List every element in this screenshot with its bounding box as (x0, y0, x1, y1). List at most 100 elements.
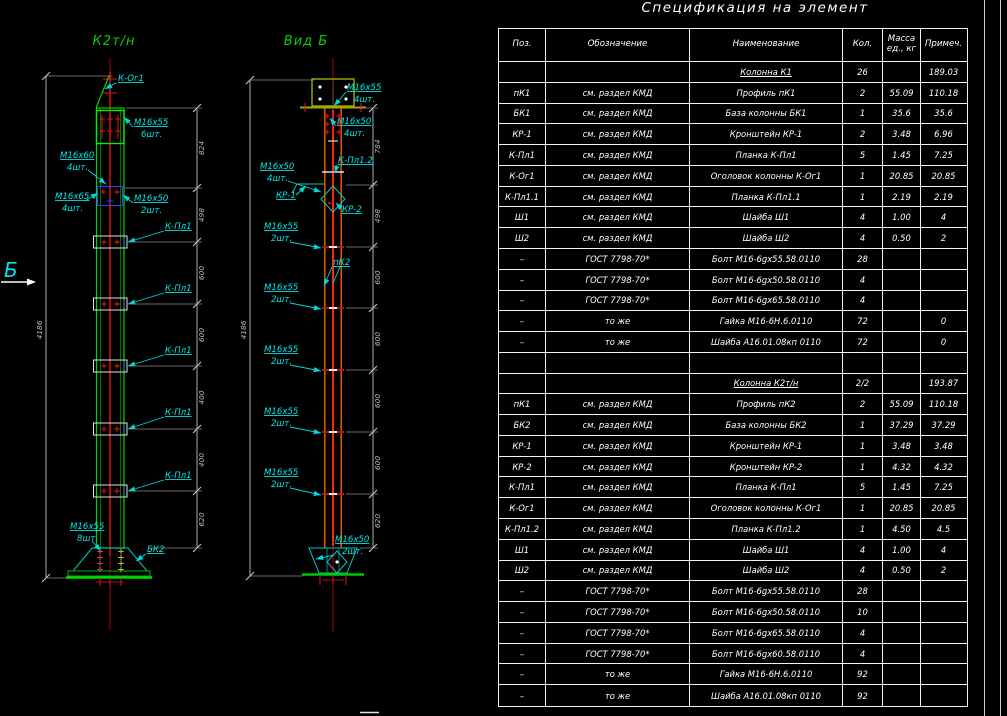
drawing-title: Вид Б (284, 34, 328, 49)
callout-qty: 2шт. (271, 357, 292, 367)
table-row: Ш1 см. раздел КМД Шайба Ш1 4 1.00 4 (499, 539, 967, 561)
table-cell: 4 (843, 539, 883, 560)
table-cell: см. раздел КМД (546, 207, 690, 228)
callout-qty: 4шт. (67, 163, 88, 173)
table-cell: 72 (843, 332, 883, 352)
callout-qty: 8шт. (77, 534, 98, 544)
table-cell: 20.85 (931, 503, 956, 514)
table-cell: 3.48 (883, 124, 921, 145)
table-cell (883, 664, 921, 685)
table-cell (883, 373, 921, 394)
table-cell: Кронштейн КР-1 (690, 124, 843, 145)
table-cell: Оголовок колонны К-Ог1 (690, 165, 843, 186)
table-cell: 28 (843, 581, 883, 602)
table-cell: ГОСТ 7798-70* (546, 290, 690, 311)
table-cell: см. раздел КМД (546, 228, 690, 248)
callout-label: М16х50 (337, 117, 372, 127)
callout-label: М16х60 (60, 151, 95, 161)
table-cell: КР-2 (499, 456, 546, 477)
table-cell: – (499, 664, 546, 685)
table-cell: 1 (843, 103, 883, 124)
table-cell: Болт М16-6gх50.58.0110 (690, 602, 843, 622)
callout-qty: 4шт. (344, 129, 365, 139)
table-row: – то же Шайба А16.01.08кп 0110 92 (499, 685, 967, 706)
dim-value: 400 (197, 453, 206, 467)
table-cell: 92 (843, 685, 883, 706)
table-cell: см. раздел КМД (546, 456, 690, 477)
column-view-b: Вид Б (239, 34, 382, 632)
table-row: К-Пл1.2 см. раздел КМД Планка К-Пл1.2 1 4.50… (499, 519, 967, 540)
table-cell: Планка К-Пл1.1 (690, 186, 843, 207)
table-cell: 20.85 (883, 165, 921, 186)
table-cell (546, 62, 690, 82)
table-cell: Шайба А16.01.08кп 0110 (690, 332, 843, 352)
table-cell: см. раздел КМД (546, 539, 690, 560)
table-cell: К-Ог1 (499, 498, 546, 519)
table-cell: см. раздел КМД (546, 560, 690, 581)
table-cell: Гайка М16-6Н.6.0110 (690, 311, 843, 332)
callout-qty: 2шт. (271, 295, 292, 305)
callout-label: М16х50 (335, 535, 370, 545)
col-header-qty: Кол. (843, 29, 883, 61)
table-cell: 35.6 (883, 103, 921, 124)
table-cell: Болт М16-6gх55.58.0110 (690, 248, 843, 269)
table-cell: Планка К-Пл1.2 (690, 519, 843, 539)
table-cell (883, 602, 921, 622)
table-cell: 2.19 (883, 186, 921, 207)
table-cell: К-Пл1.1 (499, 186, 546, 207)
dim-value: 620 (373, 514, 382, 528)
table-row: Колонна К2т/н 2/2 193.87 (499, 373, 967, 395)
base-bracket (326, 550, 348, 574)
table-cell: см. раздел КМД (546, 103, 690, 124)
table-cell: 193.87 (928, 378, 959, 389)
table-cell: – (499, 332, 546, 352)
table-row: – ГОСТ 7798-70* Болт М16-6gх65.58.0110 4 (499, 290, 967, 312)
table-cell: то же (546, 685, 690, 706)
table-row: – ГОСТ 7798-70* Болт М16-6gх55.58.0110 28 (499, 581, 967, 603)
callout-label: М16х55 (264, 345, 298, 355)
table-row: К-Ог1 см. раздел КМД Оголовок колонны К-Ог… (499, 498, 967, 520)
table-cell: см. раздел КМД (546, 145, 690, 165)
table-cell: 10 (843, 602, 883, 622)
table-cell (921, 664, 966, 684)
column-view-k2tn: К2т/н К-Ог (35, 34, 206, 630)
table-cell: 1.00 (883, 539, 921, 560)
callout-label: М16х55 (264, 283, 298, 293)
bracket-kr2 (320, 185, 346, 213)
table-cell (883, 643, 921, 664)
table-cell: 4 (940, 212, 947, 223)
table-cell: 20.85 (883, 498, 921, 519)
table-cell: 4.5 (936, 523, 951, 534)
table-row: пК1 см. раздел КМД Профиль пК2 2 55.09 110.18 (499, 394, 967, 416)
table-cell: 2 (843, 82, 883, 103)
callout-qty: 2шт. (141, 206, 162, 216)
table-cell: Шайба Ш2 (690, 560, 843, 581)
table-cell: Шайба Ш1 (690, 207, 843, 228)
callout-label: К-Пл1 (165, 346, 192, 356)
table-cell: ГОСТ 7798-70* (546, 622, 690, 643)
table-cell: 20.85 (931, 170, 956, 181)
table-cell: К-Пл1 (499, 145, 546, 165)
table-cell: 28 (843, 248, 883, 269)
table-cell: Болт М16-6gх65.58.0110 (690, 622, 843, 643)
table-cell: 1 (843, 435, 883, 456)
table-cell: Ш1 (499, 539, 546, 560)
table-cell (883, 685, 921, 706)
tie-plate (93, 359, 128, 373)
table-cell: ГОСТ 7798-70* (546, 269, 690, 290)
table-cell: ГОСТ 7798-70* (546, 581, 690, 602)
cap-plate (311, 78, 355, 107)
table-cell (843, 352, 883, 373)
table-cell: К-Пл1.2 (499, 519, 546, 539)
table-cell: – (499, 269, 546, 290)
table-row: БК1 см. раздел КМД База колонны БК1 1 35.6 35… (499, 103, 967, 125)
table-cell: – (499, 290, 546, 311)
table-cell: Шайба Ш1 (690, 539, 843, 560)
table-cell: База колонны БК2 (690, 415, 843, 435)
table-cell: – (499, 602, 546, 622)
table-cell: 72 (843, 311, 883, 332)
table-cell: 5 (843, 477, 883, 498)
table-cell: 92 (843, 664, 883, 685)
